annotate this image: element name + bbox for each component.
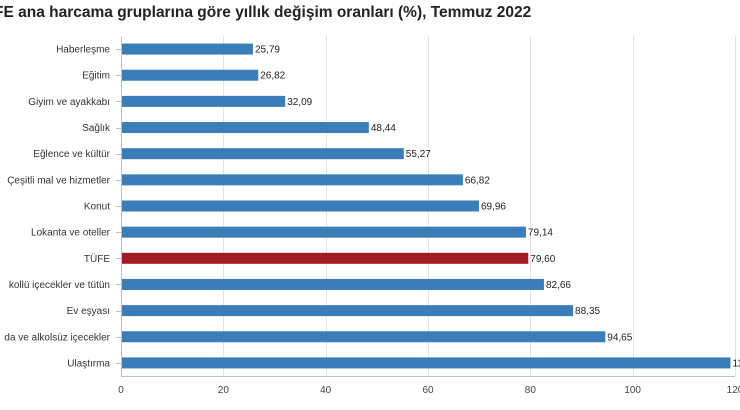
bar [122,200,479,212]
value-label: 66,82 [465,175,490,186]
bar [122,122,369,134]
x-tick-label: 0 [118,385,124,396]
value-label: 119,11 [732,358,740,369]
category-label: kollü içecekler ve tütün [9,280,110,291]
category-label: Sağlık [82,123,111,134]
bar [122,43,253,55]
category-label: Eğlence ve kültür [33,149,110,160]
category-label: Ev eşyası [67,306,110,317]
x-tick-label: 60 [422,385,434,396]
value-label: 48,44 [371,123,396,134]
value-label: 79,14 [528,228,553,239]
bar [122,148,404,160]
bar [122,174,463,186]
x-tick-label: 100 [624,385,641,396]
value-label: 32,09 [287,97,312,108]
category-label: Haberleşme [56,45,110,56]
x-tick-label: 120 [727,385,740,396]
bar [122,226,526,238]
value-label: 94,65 [607,332,632,343]
value-label: 55,27 [406,149,431,160]
value-label: 69,96 [481,202,506,213]
value-label: 79,60 [530,254,555,265]
x-tick-label: 20 [218,385,230,396]
bar [122,357,731,369]
x-tick-label: 40 [320,385,332,396]
category-label: Giyim ve ayakkabı [28,97,110,108]
category-label: Eğitim [82,71,110,82]
chart-title: FE ana harcama gruplarına göre yıllık de… [0,4,532,21]
value-label: 25,79 [255,45,280,56]
bar [122,305,574,317]
bar [122,95,286,107]
x-tick-label: 80 [525,385,537,396]
value-label: 82,66 [546,280,571,291]
category-label: Çeşitli mal ve hizmetler [7,175,110,186]
category-label: Konut [84,202,110,213]
bar-highlight [122,252,529,264]
category-label: TÜFE [84,253,110,265]
bar [122,331,606,343]
bar [122,278,544,290]
category-label: Lokanta ve oteller [31,228,111,239]
bar [122,69,259,81]
value-label: 88,35 [575,306,600,317]
value-label: 26,82 [260,71,285,82]
category-label: da ve alkolsüz içecekler [4,332,110,343]
category-label: Ulaştırma [67,358,110,369]
